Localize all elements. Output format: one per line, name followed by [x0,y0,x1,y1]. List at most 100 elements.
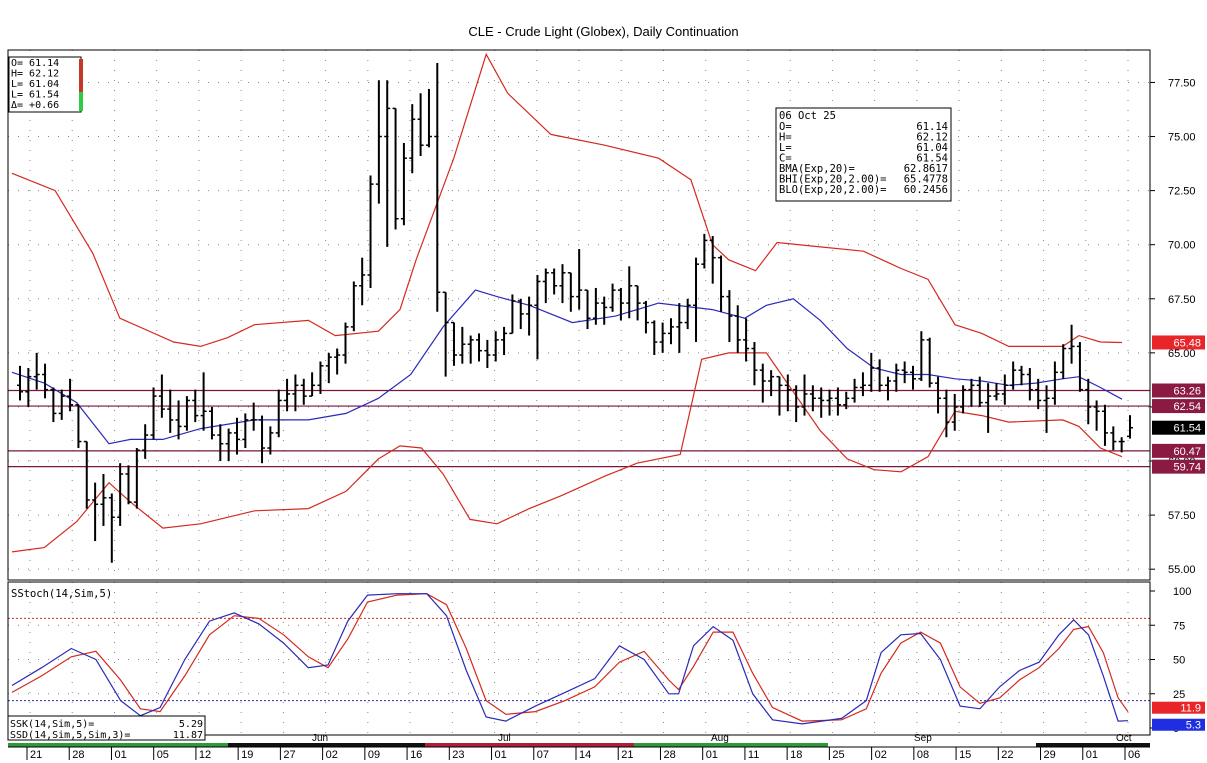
ohlc-bar [42,363,49,399]
values-info-label: BMA(Exp,20)= [779,163,855,175]
ohlc-readout-line: L= 61.04 [11,79,59,90]
ohlc-bar [951,393,958,431]
ohlc-bar [768,370,775,397]
time-axis-label: 07 [537,749,549,761]
month-label: Jun [312,733,328,744]
ohlc-bar [467,335,474,364]
ohlc-bar [726,290,733,343]
chart-frame [7,49,1151,736]
price-axis-label: 77.50 [1168,77,1196,89]
ohlc-bar [960,385,967,414]
time-axis-label: 09 [368,749,380,761]
ohlc-bar [659,322,666,353]
values-info-label: C= [779,153,792,165]
month-label: Sep [914,733,932,744]
ohlc-bar [634,285,641,321]
ssd-value: 11.87 [173,730,203,741]
ohlc-bar [417,93,424,156]
ohlc-bar [317,361,324,394]
ohlc-bar [1018,365,1025,386]
ohlc-bar [834,387,841,416]
time-axis-label: 25 [832,749,844,761]
ohlc-bar [609,283,616,312]
price-axis-label: 67.50 [1168,294,1196,306]
ohlc-bar [1085,378,1092,425]
ohlc-bar [676,303,683,353]
stoch-badge: 5.3 [1152,718,1205,732]
price-badge-bg [1152,459,1205,474]
price-badge: 59.74 [1152,459,1205,474]
ohlc-bar [993,383,1000,401]
time-axis-label: 16 [410,749,422,761]
ohlc-bar [67,378,74,412]
stoch-d-line [11,593,1129,722]
time-axis-label: 08 [917,749,929,761]
time-axis-label: 01 [706,749,718,761]
month-label: Oct [1116,733,1132,744]
ohlc-bar [1076,342,1083,392]
period-strip-segment [634,743,828,747]
stoch-badge-text: 5.3 [1186,720,1201,732]
ohlc-bar [250,402,257,431]
ohlc-bar [400,143,407,226]
ohlc-bar [617,287,624,321]
time-axis-label: 06 [1128,749,1140,761]
ohlc-bar [392,107,399,230]
values-info-value: 61.54 [916,153,948,165]
values-info-label: BLO(Exp,20,2.00)= [779,184,886,196]
info-boxes: O= 61.14H= 62.12L= 61.04L= 61.54Δ= +0.66… [7,56,952,741]
ohlc-bar [626,266,633,319]
values-info-label: O= [779,121,792,133]
ohlc-bar [450,321,457,366]
ohlc-bar [534,274,541,360]
price-bars [17,62,1133,563]
period-strip-segment [8,743,228,747]
price-badge-text: 65.48 [1173,337,1201,349]
bollinger-lower-line [11,352,1123,553]
time-axis-label: 28 [663,749,675,761]
ssd-label: SSD(14,Sim,5,Sim,3)= [10,730,130,741]
price-badge-text: 63.26 [1173,385,1201,397]
ohlc-bar [325,352,332,384]
time-axis-label: 29 [1044,749,1056,761]
price-badge: 63.26 [1152,383,1205,398]
ohlc-bar [359,257,366,306]
ohlc-bar [910,365,917,390]
ohlc-bar [517,298,524,330]
ohlc-bar [1026,368,1033,401]
time-axis-label: 27 [283,749,295,761]
ohlc-bar [284,378,291,412]
values-info-value: 62.8617 [904,163,948,175]
ohlc-bar [1101,404,1108,446]
ohlc-bar [809,385,816,412]
values-info-date: 06 Oct 25 [779,110,836,122]
ohlc-bar [918,331,925,381]
ohlc-bar [576,249,583,310]
stoch-panel-labels: SStoch(14,Sim,5) SSK(14,Sim,5)= 5.29 SSD(14… [7,588,206,741]
ohlc-bar [292,374,299,412]
time-axis-label: 12 [199,749,211,761]
ohlc-bar [943,389,950,438]
ohlc-bar [843,391,850,410]
horizontal-lines [8,389,1150,468]
ohlc-bar [259,415,266,464]
price-badge: 62.54 [1152,399,1205,414]
ohlc-bar [75,404,82,449]
ohlc-bar [434,62,441,312]
stoch-k-line [11,593,1129,725]
ohlc-bar [801,374,808,416]
ohlc-readout-red-marker [79,59,83,92]
values-info-value: 62.12 [916,132,948,144]
price-badge-bg [1152,420,1205,435]
price-axis-label: 55.00 [1168,564,1196,576]
ohlc-bar [208,406,215,440]
price-axis-label: 70.00 [1168,240,1196,252]
ohlc-bar [476,333,483,362]
ohlc-bar [1068,324,1075,364]
ohlc-bar [217,424,224,462]
ohlc-bar [1110,426,1117,451]
ohlc-bar [784,374,791,412]
ohlc-bar [601,296,608,325]
ohlc-bar [125,465,132,505]
stoch-panel-title: SStoch(14,Sim,5) [11,588,112,600]
